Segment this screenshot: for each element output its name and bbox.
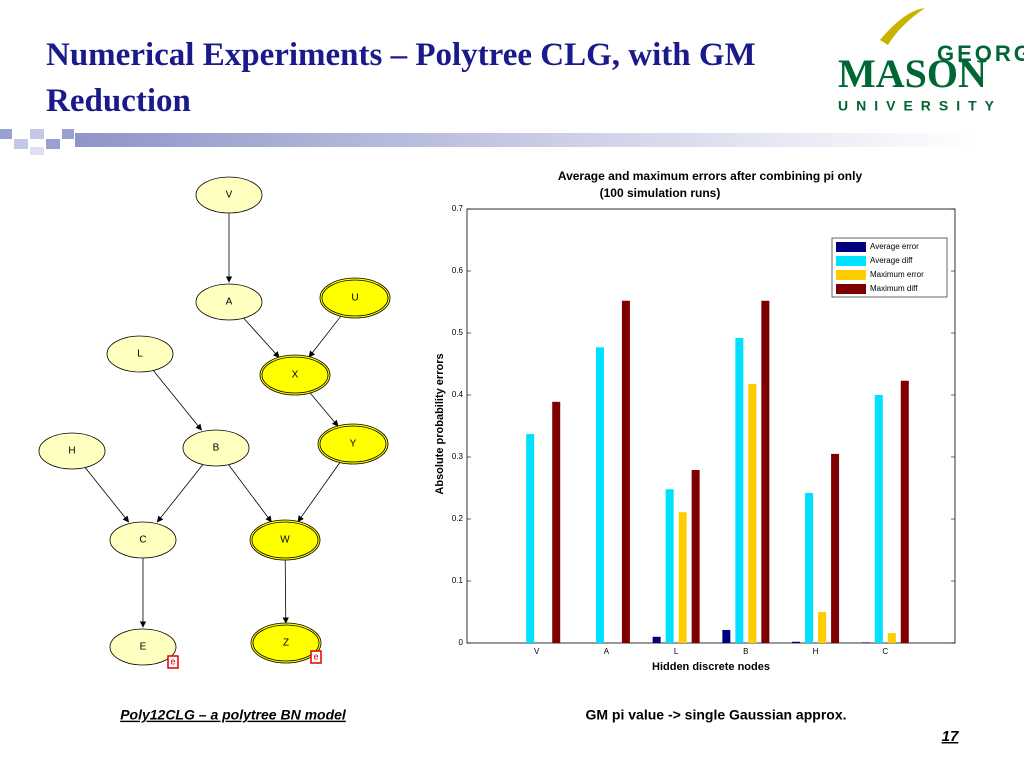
bar <box>552 401 561 643</box>
x-tick-label: B <box>743 647 748 656</box>
bar <box>678 512 687 643</box>
logo-top: GEORGE <box>937 41 1024 66</box>
title-rule <box>75 133 975 147</box>
y-tick-label: 0.6 <box>452 266 464 275</box>
legend-label: Maximum diff <box>870 284 918 293</box>
node <box>319 425 387 463</box>
diagram: V A U L X H B Y C W E Ze e <box>38 176 391 669</box>
x-axis-label: Hidden discrete nodes <box>652 661 770 673</box>
node-label: Z <box>283 638 289 649</box>
bar <box>621 300 630 643</box>
bar <box>526 434 535 643</box>
evidence-label: e <box>170 656 175 666</box>
node <box>195 176 263 214</box>
node-label: V <box>226 190 233 201</box>
bar <box>805 492 814 643</box>
bar <box>861 642 870 643</box>
y-tick-label: 0.2 <box>452 514 464 523</box>
edge <box>228 464 272 523</box>
node <box>195 283 263 321</box>
node-label: B <box>213 443 220 454</box>
logo: GEORGE MASON UNIVERSITY <box>838 8 1024 114</box>
node-label: U <box>351 293 358 304</box>
node <box>251 521 319 559</box>
bar <box>595 347 604 643</box>
logo-middle: MASON <box>838 51 987 96</box>
node <box>109 628 177 666</box>
y-tick-label: 0.5 <box>452 328 464 337</box>
edge <box>153 370 202 431</box>
x-tick-label: V <box>534 647 540 656</box>
legend-swatch <box>836 242 866 252</box>
y-axis-label: Absolute probability errors <box>434 353 446 494</box>
x-tick-label: L <box>674 647 679 656</box>
x-tick-label: A <box>604 647 610 656</box>
edge <box>282 557 289 624</box>
page-number: 17 <box>942 728 959 745</box>
x-tick-label: C <box>882 647 888 656</box>
logo-bottom: UNIVERSITY <box>838 98 1002 114</box>
node <box>106 335 174 373</box>
bar <box>761 300 770 643</box>
bar <box>665 489 674 643</box>
rule-squares <box>0 129 74 155</box>
bar <box>818 612 827 643</box>
node-label: X <box>292 370 299 381</box>
node-label: E <box>140 642 147 653</box>
legend-label: Average diff <box>870 256 913 265</box>
x-tick-label: H <box>813 647 819 656</box>
bar <box>748 383 757 643</box>
y-tick-label: 0 <box>459 638 464 647</box>
node <box>109 521 177 559</box>
bar <box>887 633 896 643</box>
diagram-caption: Poly12CLG – a polytree BN model <box>120 707 347 723</box>
node <box>261 356 329 394</box>
legend-swatch <box>836 284 866 294</box>
chart-caption: GM pi value -> single Gaussian approx. <box>585 707 846 723</box>
node <box>38 432 106 470</box>
edge <box>156 464 204 523</box>
legend-swatch <box>836 270 866 280</box>
node-label: A <box>226 297 233 308</box>
edge <box>243 317 280 358</box>
bar <box>735 337 744 643</box>
y-tick-label: 0.4 <box>452 390 464 399</box>
legend-label: Average error <box>870 242 919 251</box>
node <box>321 279 389 317</box>
node-label: H <box>68 446 75 457</box>
node-label: L <box>137 349 143 360</box>
y-tick-label: 0.7 <box>452 204 464 213</box>
chart: Average and maximum errors after combini… <box>434 169 956 673</box>
node <box>252 624 320 662</box>
edge <box>308 314 343 358</box>
plot-frame <box>466 208 956 644</box>
node-label: Y <box>350 439 357 450</box>
chart-title: Average and maximum errors after combini… <box>558 169 863 183</box>
legend-label: Maximum error <box>870 270 924 279</box>
evidence-box <box>167 655 179 669</box>
slide-title: Numerical Experiments – Polytree CLG, wi… <box>46 37 756 119</box>
evidence-label: e <box>313 651 318 661</box>
edge <box>84 467 130 523</box>
bar <box>874 395 883 643</box>
chart-subtitle: (100 simulation runs) <box>600 186 721 200</box>
edge <box>297 460 342 523</box>
y-tick-label: 0.3 <box>452 452 464 461</box>
bar <box>722 629 731 643</box>
edge <box>308 391 339 427</box>
bar <box>900 380 909 643</box>
bar <box>652 636 661 643</box>
evidence-box <box>310 650 322 664</box>
node-label: C <box>139 535 146 546</box>
bar <box>691 470 700 643</box>
y-tick-label: 0.1 <box>452 576 464 585</box>
node <box>182 429 250 467</box>
bar <box>792 641 801 643</box>
bar <box>831 453 840 643</box>
node-label: W <box>280 535 290 546</box>
legend-swatch <box>836 256 866 266</box>
